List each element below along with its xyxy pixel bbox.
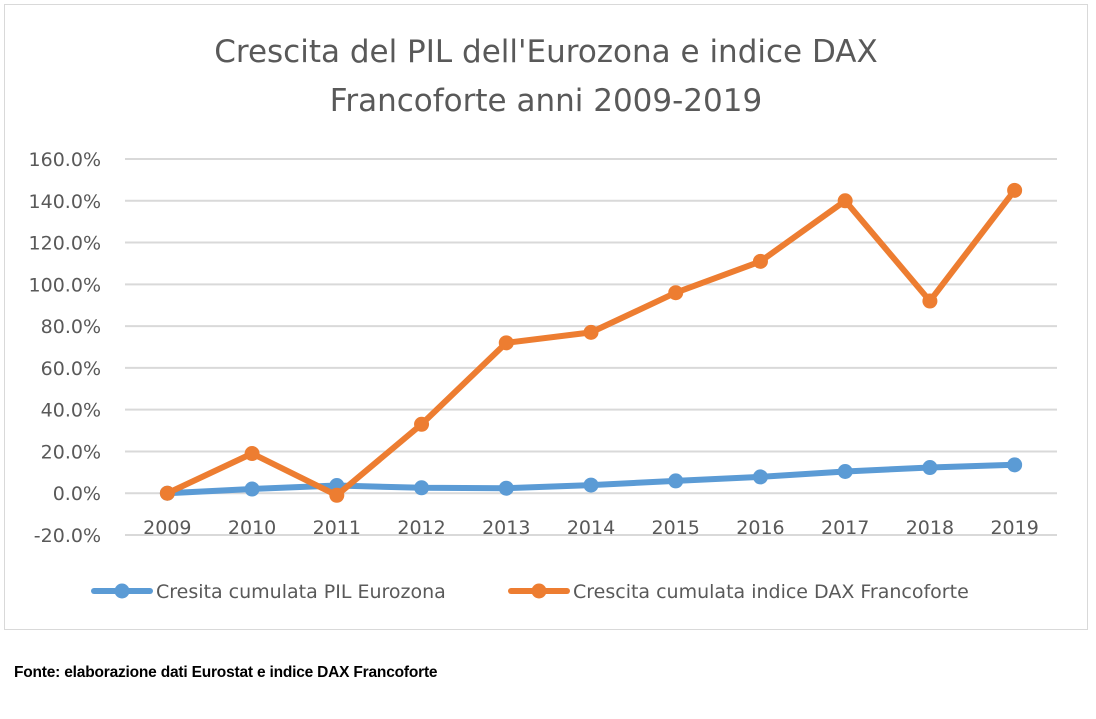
data-point: [1007, 457, 1023, 473]
legend: Cresita cumulata PIL Eurozona Crescita cu…: [91, 581, 969, 603]
legend-label: Cresita cumulata PIL Eurozona: [156, 581, 446, 603]
data-point: [244, 446, 260, 462]
y-tick-label: 100.0%: [29, 274, 101, 296]
series-lines: [159, 182, 1023, 503]
legend-item-1: Cresita cumulata PIL Eurozona: [91, 581, 446, 603]
data-point: [1007, 182, 1023, 198]
data-point: [668, 285, 684, 301]
y-tick-label: 80.0%: [41, 316, 101, 338]
data-point: [922, 460, 938, 476]
x-tick-label: 2016: [736, 517, 784, 539]
legend-swatch-marker: [531, 583, 547, 599]
gridlines: [125, 158, 1057, 536]
x-tick-label: 2014: [567, 517, 615, 539]
x-tick-label: 2009: [143, 517, 191, 539]
y-tick-label: 20.0%: [41, 441, 101, 463]
y-tick-label: -20.0%: [34, 525, 101, 547]
y-tick-label: 40.0%: [41, 400, 101, 422]
data-point: [752, 253, 768, 269]
data-point: [752, 469, 768, 485]
legend-item-2: Crescita cumulata indice DAX Francoforte: [508, 581, 969, 603]
y-axis-ticks: 160.0% 140.0% 120.0% 100.0% 80.0% 60.0% 40.0% 2…: [29, 149, 101, 547]
y-tick-label: 60.0%: [41, 358, 101, 380]
data-point: [414, 416, 430, 432]
source-note: Fonte: elaborazione dati Eurostat e indi…: [14, 664, 438, 681]
legend-swatch-marker: [114, 583, 130, 599]
legend-label: Crescita cumulata indice DAX Francoforte: [573, 581, 969, 603]
data-point: [668, 473, 684, 489]
data-point: [414, 480, 430, 496]
x-tick-label: 2015: [652, 517, 700, 539]
x-tick-label: 2017: [821, 517, 869, 539]
data-point: [244, 481, 260, 497]
data-point: [837, 193, 853, 209]
series-2: [159, 182, 1023, 503]
chart-frame: [4, 4, 1088, 630]
data-point: [498, 335, 514, 351]
y-tick-label: 120.0%: [29, 233, 101, 255]
x-tick-label: 2011: [313, 517, 361, 539]
line-chart: Crescita del PIL dell'Eurozona e indice …: [29, 34, 1057, 603]
y-tick-label: 160.0%: [29, 149, 101, 171]
data-point: [498, 480, 514, 496]
x-tick-label: 2019: [990, 517, 1038, 539]
chart-title-line-2: Francoforte anni 2009-2019: [330, 83, 762, 119]
x-axis-ticks: 2009 2010 2011 2012 2013 2014 2015 2016 2017 2018…: [143, 517, 1039, 539]
series-1: [159, 457, 1023, 501]
data-point: [583, 477, 599, 493]
x-tick-label: 2010: [228, 517, 276, 539]
data-point: [329, 487, 345, 503]
data-point: [837, 463, 853, 479]
x-tick-label: 2018: [906, 517, 954, 539]
y-tick-label: 0.0%: [53, 483, 101, 505]
x-tick-label: 2012: [397, 517, 445, 539]
chart-title-line-1: Crescita del PIL dell'Eurozona e indice …: [214, 34, 878, 70]
x-tick-label: 2013: [482, 517, 530, 539]
data-point: [159, 485, 175, 501]
data-point: [922, 293, 938, 309]
y-tick-label: 140.0%: [29, 191, 101, 213]
series-line: [164, 187, 1018, 499]
data-point: [583, 324, 599, 340]
